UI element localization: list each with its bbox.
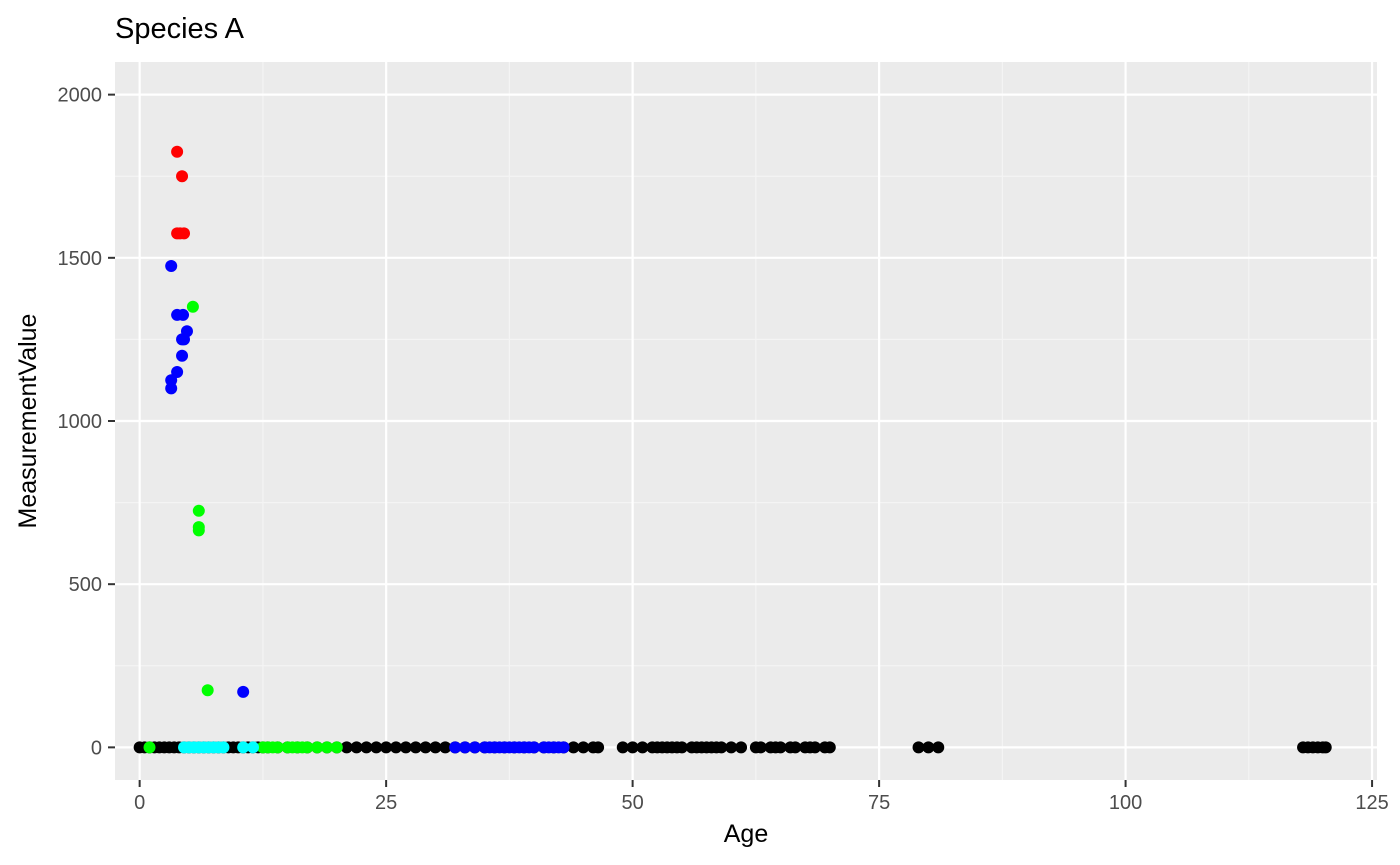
data-point (725, 741, 738, 754)
data-point (1319, 741, 1332, 754)
x-axis-title: Age (724, 820, 768, 848)
chart-title: Species A (115, 13, 245, 45)
data-point (922, 741, 935, 754)
data-point (247, 741, 260, 754)
y-tick-label: 500 (69, 574, 102, 596)
data-point (370, 741, 383, 754)
data-point (177, 308, 190, 321)
data-point (715, 741, 728, 754)
x-tick-label: 0 (134, 792, 145, 814)
data-point (675, 741, 688, 754)
data-point (557, 741, 570, 754)
data-point (823, 741, 836, 754)
x-axis: 0 25 50 75 100 125 (134, 780, 1389, 814)
data-point (419, 741, 432, 754)
data-point (320, 741, 333, 754)
data-point (774, 741, 787, 754)
data-point (459, 741, 472, 754)
data-point (237, 741, 250, 754)
data-point (186, 300, 199, 313)
data-point (330, 741, 343, 754)
data-point (192, 524, 205, 537)
y-tick-label: 1000 (58, 411, 103, 433)
data-point (616, 741, 629, 754)
data-point (409, 741, 422, 754)
data-point (528, 741, 541, 754)
data-point (176, 170, 189, 183)
data-point (165, 259, 178, 272)
data-point (165, 382, 178, 395)
y-tick-label: 2000 (58, 85, 103, 107)
data-point (360, 741, 373, 754)
data-point (271, 741, 284, 754)
data-points (133, 145, 1332, 754)
data-point (143, 741, 156, 754)
data-point (912, 741, 925, 754)
data-point (201, 684, 214, 697)
data-point (592, 741, 605, 754)
data-point (178, 333, 191, 346)
data-point (237, 685, 250, 698)
data-point (735, 741, 748, 754)
data-point (380, 741, 393, 754)
data-point (389, 741, 402, 754)
data-point (171, 145, 184, 158)
data-point (636, 741, 649, 754)
data-point (449, 741, 462, 754)
data-point (192, 504, 205, 517)
data-point (429, 741, 442, 754)
y-axis: 0 500 1000 1500 2000 (58, 85, 115, 759)
data-point (176, 349, 189, 362)
x-tick-label: 25 (375, 792, 397, 814)
data-point (577, 741, 590, 754)
data-point (809, 741, 822, 754)
data-point (468, 741, 481, 754)
data-point (311, 741, 324, 754)
y-axis-title: MeasurementValue (14, 314, 42, 529)
y-tick-label: 0 (91, 737, 102, 759)
x-tick-label: 50 (621, 792, 643, 814)
x-tick-label: 125 (1355, 792, 1388, 814)
data-point (932, 741, 945, 754)
data-point (754, 741, 767, 754)
data-point (350, 741, 363, 754)
data-point (399, 741, 412, 754)
data-point (789, 741, 802, 754)
data-point (178, 227, 191, 240)
data-point (439, 741, 452, 754)
data-point (567, 741, 580, 754)
data-point (626, 741, 639, 754)
data-point (340, 741, 353, 754)
x-tick-label: 75 (868, 792, 890, 814)
data-point (217, 741, 230, 754)
y-tick-label: 1500 (58, 248, 103, 270)
x-tick-label: 100 (1109, 792, 1142, 814)
data-point (301, 741, 314, 754)
